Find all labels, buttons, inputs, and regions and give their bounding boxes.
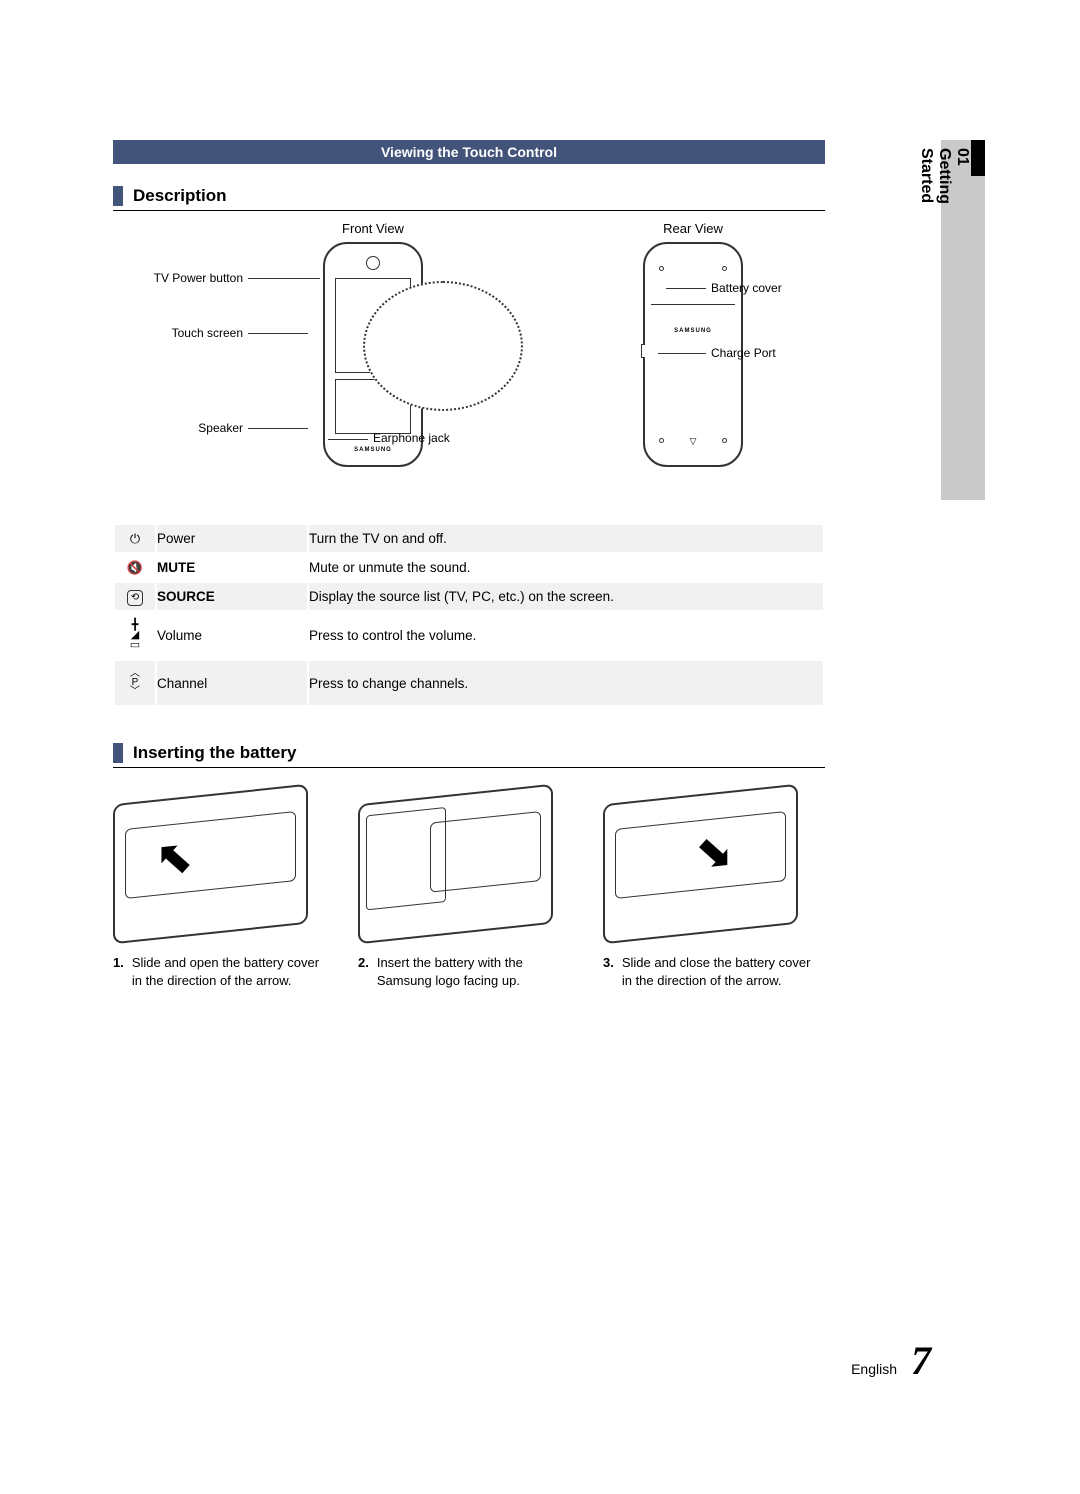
step-number: 1. [113,954,124,990]
arrow-icon: ⬉ [155,828,194,886]
callout-battery-cover: Battery cover [711,281,821,295]
step-illustration [358,784,553,944]
front-view-label: Front View [253,221,493,236]
brand-label-rear: SAMSUNG [645,328,741,334]
charge-port-drawing [641,344,645,358]
table-row: ╋◢▭ VolumePress to control the volume. [115,612,823,659]
footer-language: English [851,1361,897,1377]
callout-touch-screen: Touch screen [113,326,243,340]
volume-icon: ╋◢▭ [130,620,140,650]
screw-icon [659,266,664,271]
section-marker-icon [113,743,123,763]
triangle-icon: ▽ [203,846,213,863]
chapter-tab-marker [971,140,985,176]
triangle-icon: ▽ [735,841,745,858]
table-row: 🔇 MUTEMute or unmute the sound. [115,554,823,581]
power-icon: ⏻ [130,531,140,547]
function-description: Mute or unmute the sound. [309,554,823,581]
channel-icon: ︿P﹀ [130,669,140,696]
device-drawings: Front View SAMSUNG TV Power button Touch… [113,221,825,511]
battery-steps: ⬉ ▽ 1.Slide and open the battery cover in … [113,794,825,990]
step-text: Slide and open the battery cover in the … [132,954,328,990]
step-text: Slide and close the battery cover in the… [622,954,818,990]
battery-step: 2.Insert the battery with the Samsung lo… [358,794,573,990]
step-illustration: ⬊▽ [603,784,798,944]
callout-charge-port: Charge Port [711,346,821,360]
function-name: Volume [157,612,307,659]
section-marker-icon [113,186,123,206]
function-name: Channel [157,661,307,705]
section-head-description: Description [113,186,825,211]
function-description: Press to change channels. [309,661,823,705]
page: 01 Getting Started Viewing the Touch Con… [0,0,1080,1494]
rear-view-label: Rear View [563,221,823,236]
function-description: Turn the TV on and off. [309,525,823,552]
page-footer: English 7 [851,1337,931,1384]
section-head-battery: Inserting the battery [113,743,825,768]
table-row: ⏻ PowerTurn the TV on and off. [115,525,823,552]
page-number: 7 [911,1337,931,1384]
function-name: Power [157,525,307,552]
callout-speaker: Speaker [113,421,243,435]
battery-step: ⬉ ▽ 1.Slide and open the battery cover in … [113,794,328,990]
function-name: SOURCE [157,583,307,610]
step-number: 3. [603,954,614,990]
battery-drawing [430,811,541,893]
arrow-icon: ⬊ [695,823,734,881]
step-text: Insert the battery with the Samsung logo… [377,954,573,990]
brand-label-front: SAMSUNG [325,447,421,453]
content-column: Viewing the Touch Control Description Fr… [113,140,825,990]
callout-tv-power: TV Power button [113,271,243,285]
source-icon: ⟲ [127,590,143,606]
section-title-description: Description [133,186,227,206]
function-icon-cell: ⟲ [115,583,155,610]
power-button-drawing [366,256,380,270]
step-number: 2. [358,954,369,990]
step-illustration: ⬉▽ [113,784,308,944]
function-icon-cell: ╋◢▭ [115,612,155,659]
zoom-bubble-drawing [363,281,523,411]
cover-seam-drawing [651,304,735,305]
step-caption: 3.Slide and close the battery cover in t… [603,954,818,990]
rear-view-block: Rear View SAMSUNG ▽ [563,221,823,467]
callout-earphone: Earphone jack [373,431,473,445]
section-title-battery: Inserting the battery [133,743,296,763]
screw-icon [722,266,727,271]
function-name: MUTE [157,554,307,581]
battery-step: ⬊▽ 3.Slide and close the battery cover in… [603,794,818,990]
function-icon-cell: ⏻ [115,525,155,552]
screw-icon [722,438,727,443]
slide-arrow-icon: ▽ [690,436,697,447]
title-bar: Viewing the Touch Control [113,140,825,164]
function-description: Press to control the volume. [309,612,823,659]
function-table: ⏻ PowerTurn the TV on and off. 🔇 MUTEMute o… [113,523,825,707]
mute-icon: 🔇 [127,560,143,576]
step-caption: 1.Slide and open the battery cover in th… [113,954,328,990]
function-description: Display the source list (TV, PC, etc.) o… [309,583,823,610]
chapter-tab-label: 01 Getting Started [917,148,971,204]
function-icon-cell: 🔇 [115,554,155,581]
function-icon-cell: ︿P﹀ [115,661,155,705]
screw-icon [659,438,664,443]
table-row: ︿P﹀ ChannelPress to change channels. [115,661,823,705]
step-caption: 2.Insert the battery with the Samsung lo… [358,954,573,990]
table-row: ⟲ SOURCEDisplay the source list (TV, PC, … [115,583,823,610]
